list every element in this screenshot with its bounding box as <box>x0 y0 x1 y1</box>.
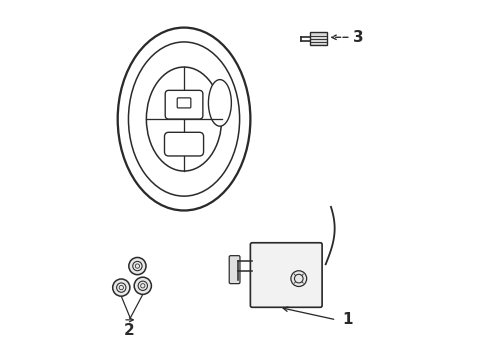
Ellipse shape <box>117 27 251 212</box>
Ellipse shape <box>113 279 130 296</box>
FancyBboxPatch shape <box>229 256 240 284</box>
Ellipse shape <box>129 257 146 275</box>
Text: 1: 1 <box>342 312 352 327</box>
Ellipse shape <box>128 42 240 196</box>
FancyBboxPatch shape <box>250 243 322 307</box>
Ellipse shape <box>134 277 151 294</box>
Text: 3: 3 <box>353 30 364 45</box>
Ellipse shape <box>291 271 307 287</box>
Ellipse shape <box>147 67 221 171</box>
FancyBboxPatch shape <box>310 32 327 45</box>
FancyBboxPatch shape <box>165 132 203 156</box>
Ellipse shape <box>208 80 231 126</box>
Text: 2: 2 <box>124 323 135 338</box>
FancyBboxPatch shape <box>165 90 203 119</box>
